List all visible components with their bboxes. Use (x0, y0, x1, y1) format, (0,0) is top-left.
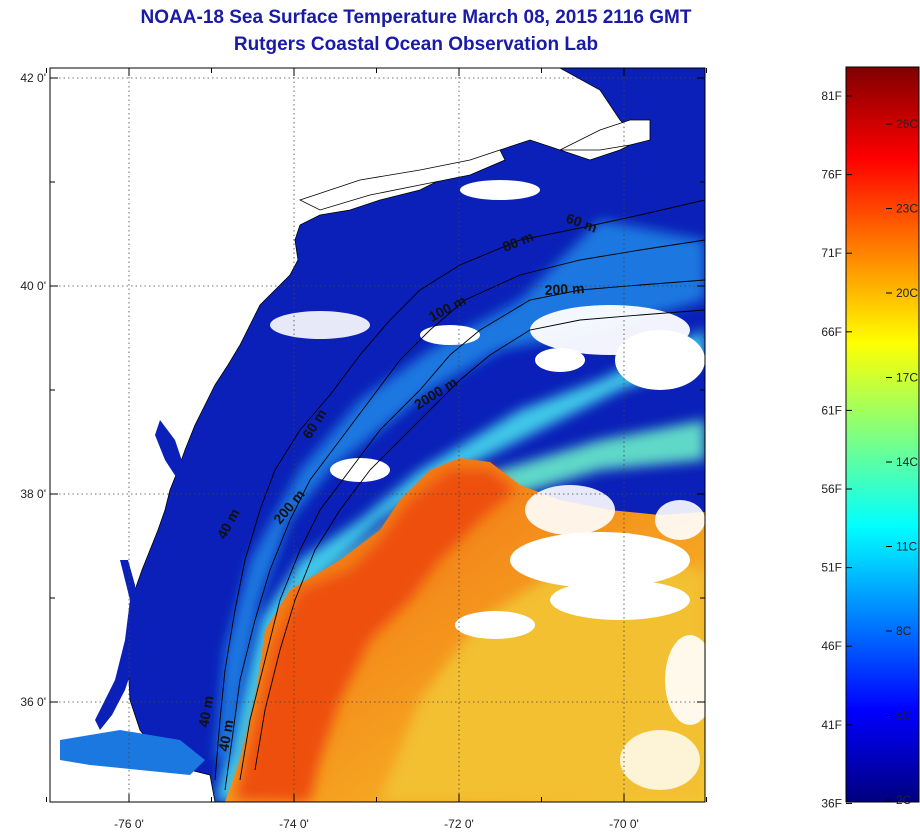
sst-image (50, 68, 705, 802)
cloud-patches (270, 180, 705, 790)
colorbar-c-label: 17C (896, 371, 918, 385)
lat-tick-label: 38 0' (20, 487, 46, 501)
longitude-labels: -76 0' -74 0' -72 0' -70 0' (114, 817, 639, 831)
colorbar-f-label: 66F (821, 325, 842, 339)
colorbar-f-label: 61F (821, 403, 842, 417)
colorbar-c-label: 11C (896, 540, 917, 554)
map-title: NOAA-18 Sea Surface Temperature March 08… (140, 7, 692, 28)
pamlico-sound (60, 730, 205, 775)
colorbar-c-label: 26C (896, 117, 918, 131)
lon-tick-label: -72 0' (444, 817, 474, 831)
colorbar (845, 66, 920, 803)
colorbar-celsius-labels: 26C 23C 20C 17C 14C 11C 8C 5C 2C (896, 117, 918, 807)
contour-label: 40 m (215, 718, 236, 752)
colorbar-fahrenheit-labels: 81F 76F 71F 66F 61F 56F 51F 46F 41F 36F (821, 89, 842, 810)
lon-tick-label: -76 0' (114, 817, 144, 831)
lon-tick-label: -70 0' (609, 817, 639, 831)
delaware-bay (155, 420, 185, 480)
colorbar-c-label: 2C (896, 793, 912, 807)
latitude-labels: 42 0' 40 0' 38 0' 36 0' (20, 71, 46, 709)
colorbar-c-label: 14C (896, 455, 918, 469)
contour-label: 200 m (544, 280, 584, 298)
colorbar-f-label: 41F (821, 718, 842, 732)
graticule (50, 68, 705, 802)
colorbar-c-label: 5C (896, 709, 912, 723)
contour-label: 40 m (195, 694, 216, 728)
lat-tick-label: 36 0' (20, 695, 46, 709)
lon-tick-label: -74 0' (279, 817, 309, 831)
colorbar-f-label: 81F (821, 89, 842, 103)
colorbar-c-label: 23C (896, 202, 918, 216)
colorbar-c-label: 8C (896, 624, 912, 638)
lat-tick-label: 40 0' (20, 279, 46, 293)
slope-water-band (215, 250, 705, 802)
bathymetry-contours (214, 199, 705, 791)
warm-core (235, 470, 515, 802)
colorbar-c-label: 20C (896, 286, 918, 300)
colorbar-f-label: 76F (821, 168, 842, 182)
colorbar-f-label: 46F (821, 639, 842, 653)
colorbar-f-label: 56F (821, 482, 842, 496)
colorbar-f-label: 51F (821, 561, 842, 575)
map-subtitle: Rutgers Coastal Ocean Observation Lab (233, 34, 599, 55)
lat-tick-label: 42 0' (20, 71, 46, 85)
map-frame (49, 67, 706, 803)
colorbar-f-label: 71F (821, 246, 842, 260)
colorbar-f-label: 36F (821, 796, 842, 810)
